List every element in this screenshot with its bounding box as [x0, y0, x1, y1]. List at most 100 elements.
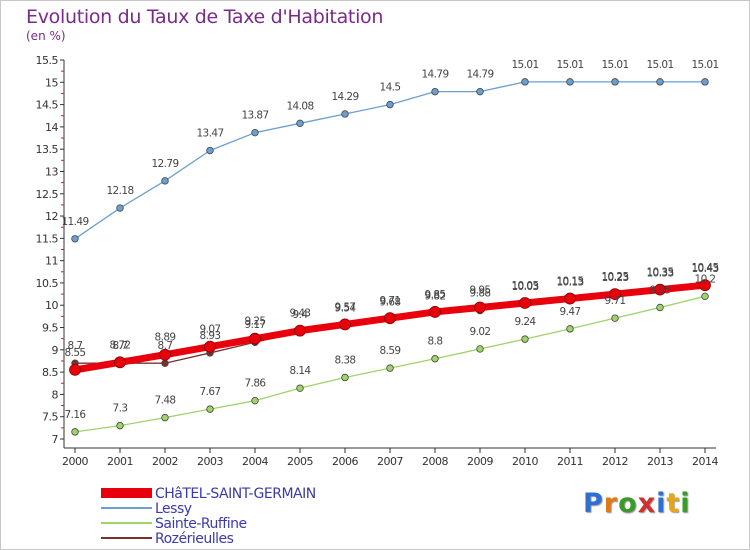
data-point-cha-tel-saint-germain	[339, 318, 351, 331]
data-point-cha-tel-saint-germain	[294, 324, 306, 337]
x-tick-label: 2009	[467, 455, 493, 468]
y-tick-label: 9.5	[42, 322, 58, 335]
data-label-cha-tel-saint-germain: 9.07	[200, 324, 221, 336]
x-tick-label: 2003	[197, 455, 223, 468]
data-point-sainte-ruffine	[476, 345, 484, 353]
data-point-lessy	[251, 128, 259, 137]
y-tick-label: 7	[52, 433, 59, 446]
y-tick-label: 8	[52, 388, 59, 401]
data-point-lessy	[611, 78, 619, 86]
data-label-roze-rieulles: 8.7	[158, 340, 173, 352]
data-label-cha-tel-saint-germain: 10.45	[691, 262, 718, 274]
data-label-roze-rieulles: 10.33	[646, 268, 673, 280]
data-point-cha-tel-saint-germain	[204, 340, 216, 353]
x-tick-label: 2014	[692, 455, 718, 468]
data-point-lessy	[161, 177, 169, 185]
data-label-cha-tel-saint-germain: 9.95	[470, 284, 491, 296]
data-point-cha-tel-saint-germain	[69, 363, 81, 376]
x-tick-label: 2005	[287, 455, 313, 468]
data-point-cha-tel-saint-germain	[564, 292, 576, 305]
data-label-sainte-ruffine: 8.8	[428, 336, 443, 348]
y-tick-label: 12	[45, 210, 58, 223]
y-tick-label: 10	[45, 299, 58, 312]
data-point-cha-tel-saint-germain	[429, 306, 441, 318]
data-label-sainte-ruffine: 7.48	[155, 395, 176, 407]
data-point-sainte-ruffine	[251, 396, 259, 405]
data-label-roze-rieulles: 10.13	[556, 276, 583, 288]
data-label-cha-tel-saint-germain: 8.89	[155, 332, 176, 344]
y-tick-label: 8.5	[42, 366, 58, 379]
data-label-lessy: 15.01	[646, 59, 673, 71]
x-tick-label: 2006	[332, 455, 358, 468]
data-label-lessy: 12.79	[151, 158, 178, 170]
data-point-lessy	[116, 204, 124, 212]
data-label-lessy: 13.87	[241, 110, 268, 122]
x-tick-label: 2000	[62, 455, 88, 468]
y-tick-label: 7.5	[42, 411, 58, 424]
data-point-lessy	[566, 78, 574, 86]
brand-logo: Proxiti	[583, 488, 691, 519]
x-tick-label: 2002	[152, 455, 178, 468]
data-point-lessy	[296, 119, 304, 128]
data-label-lessy: 14.29	[331, 91, 358, 103]
data-label-roze-rieulles: 9.82	[425, 290, 446, 302]
data-point-sainte-ruffine	[341, 373, 349, 382]
data-label-lessy: 14.79	[421, 69, 448, 81]
data-label-sainte-ruffine: 8.59	[380, 345, 401, 357]
data-label-sainte-ruffine: 8.14	[290, 365, 312, 377]
data-label-roze-rieulles: 10.23	[601, 272, 628, 284]
data-label-cha-tel-saint-germain: 8.72	[110, 339, 131, 351]
data-point-cha-tel-saint-germain	[699, 279, 711, 292]
data-label-roze-rieulles: 8.7	[68, 340, 83, 352]
data-point-sainte-ruffine	[206, 405, 214, 413]
data-label-sainte-ruffine: 9.24	[515, 316, 537, 328]
data-point-sainte-ruffine	[116, 421, 124, 430]
data-label-roze-rieulles: 9.17	[245, 319, 266, 331]
data-point-lessy	[656, 78, 664, 86]
data-point-lessy	[476, 87, 484, 96]
data-point-sainte-ruffine	[161, 413, 169, 422]
data-label-cha-tel-saint-germain: 9.85	[425, 289, 446, 301]
data-label-lessy: 11.49	[61, 216, 88, 228]
data-label-roze-rieulles: 9.4	[293, 309, 309, 321]
data-label-roze-rieulles: 9.88	[470, 288, 491, 300]
data-label-sainte-ruffine: 7.86	[245, 378, 267, 390]
data-point-cha-tel-saint-germain	[474, 301, 486, 314]
data-label-sainte-ruffine: 7.67	[200, 386, 221, 398]
data-label-roze-rieulles: 10.43	[691, 263, 718, 275]
data-label-cha-tel-saint-germain: 9.43	[290, 308, 311, 320]
y-tick-label: 14.5	[36, 99, 59, 112]
data-label-cha-tel-saint-germain: 10.35	[646, 267, 673, 279]
chart-title: Evolution du Taux de Taxe d'Habitation	[26, 6, 384, 28]
data-point-cha-tel-saint-germain	[654, 283, 666, 296]
data-label-cha-tel-saint-germain: 10.15	[556, 276, 583, 288]
legend-label-cha-tel-saint-germain: CHâTEL-SAINT-GERMAIN	[155, 486, 316, 502]
data-point-sainte-ruffine	[71, 428, 79, 436]
data-point-roze-rieulles	[161, 359, 169, 367]
data-label-cha-tel-saint-germain: 9.71	[380, 295, 401, 307]
legend-label-sainte-ruffine: Sainte-Ruffine	[155, 516, 247, 532]
chart-subtitle: (en %)	[26, 29, 66, 43]
data-point-lessy	[386, 100, 394, 109]
x-tick-label: 2012	[602, 455, 628, 468]
data-label-lessy: 13.47	[196, 128, 223, 140]
data-point-cha-tel-saint-germain	[159, 348, 171, 361]
x-tick-label: 2010	[512, 455, 538, 468]
data-label-lessy: 15.01	[511, 59, 538, 71]
data-label-sainte-ruffine: 8.38	[335, 354, 356, 366]
y-tick-label: 13	[45, 165, 58, 178]
x-tick-label: 2013	[647, 455, 673, 468]
data-label-sainte-ruffine: 7.16	[65, 409, 87, 421]
data-label-cha-tel-saint-germain: 10.05	[511, 280, 538, 292]
data-label-lessy: 15.01	[556, 59, 583, 71]
data-point-lessy	[71, 235, 79, 243]
data-point-sainte-ruffine	[431, 355, 439, 363]
y-tick-label: 15.5	[36, 54, 59, 67]
data-label-cha-tel-saint-germain: 8.55	[65, 347, 86, 359]
data-point-sainte-ruffine	[566, 325, 574, 333]
data-label-roze-rieulles: 8.7	[113, 340, 128, 352]
data-point-sainte-ruffine	[701, 292, 709, 301]
data-point-cha-tel-saint-germain	[249, 332, 261, 345]
data-label-sainte-ruffine: 9.95	[650, 284, 671, 296]
data-point-lessy	[431, 87, 439, 96]
